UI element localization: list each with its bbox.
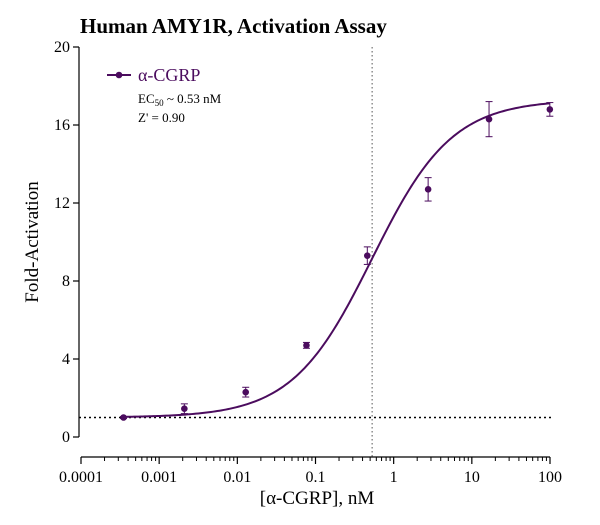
- data-point: [181, 405, 188, 413]
- plot-area: [120, 101, 554, 421]
- x-tick-label: 0.01: [223, 469, 251, 486]
- data-point: [120, 414, 127, 421]
- data-point: [242, 388, 250, 396]
- fit-curve: [123, 102, 550, 418]
- y-axis: 0 4 8 12 16 20: [54, 39, 80, 446]
- y-tick-label: 4: [62, 351, 70, 368]
- y-tick-label: 12: [54, 195, 70, 212]
- x-tick-label: 1: [390, 469, 398, 486]
- legend: α-CGRP EC50 ~ 0.53 nM Z' = 0.90: [107, 65, 222, 125]
- y-axis-label: Fold-Activation: [22, 181, 43, 303]
- data-point: [485, 115, 493, 123]
- reference-lines: [79, 47, 552, 457]
- chart-title: Human AMY1R, Activation Assay: [80, 14, 387, 38]
- y-tick-label: 16: [54, 117, 70, 134]
- y-tick-label: 0: [62, 429, 70, 446]
- data-point: [424, 186, 432, 193]
- zprime-annotation: Z' = 0.90: [138, 110, 185, 125]
- y-tick-label: 8: [62, 273, 70, 290]
- x-axis-label: [α-CGRP], nM: [260, 488, 375, 509]
- legend-label: α-CGRP: [138, 65, 200, 85]
- data-point: [303, 342, 310, 349]
- x-tick-label: 10: [464, 469, 480, 486]
- x-tick-label: 0.1: [306, 469, 326, 486]
- data-point: [364, 252, 371, 259]
- x-tick-label: 0.001: [141, 469, 177, 486]
- legend-marker: [115, 71, 123, 79]
- ec50-annotation: EC50 ~ 0.53 nM: [138, 91, 222, 108]
- y-tick-label: 20: [54, 39, 70, 56]
- x-tick-label: 100: [538, 469, 562, 486]
- data-point: [546, 106, 554, 113]
- x-axis: 0.0001 0.001 0.01 0.1 1 10 100: [59, 456, 562, 486]
- x-tick-label: 0.0001: [59, 469, 103, 486]
